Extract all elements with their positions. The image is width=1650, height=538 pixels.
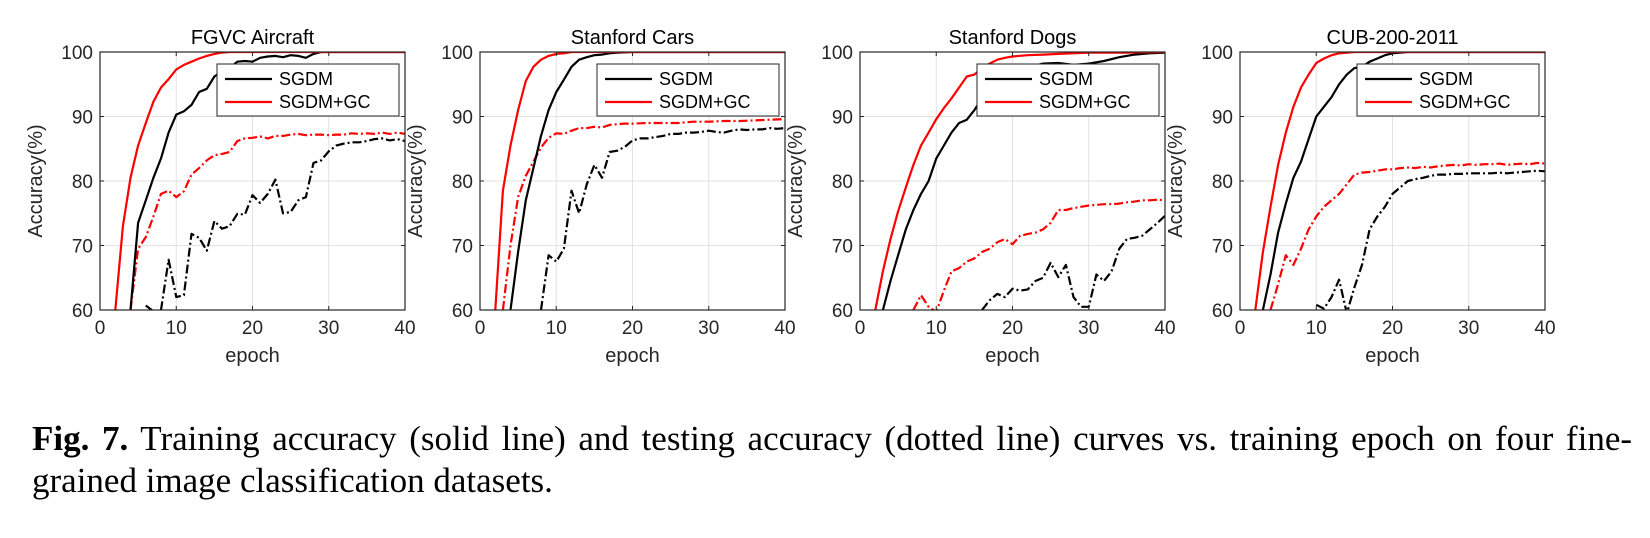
series-line-sgdm-test [1315, 169, 1545, 310]
chart-title: CUB-200-2011 [1327, 27, 1459, 49]
y-tick-label: 80 [832, 172, 853, 193]
chart-panel-2: 0 10 20 30 40 60 70 80 90 100 Stanford Cars epoch Ac… [405, 27, 796, 367]
chart-title: Stanford Dogs [949, 27, 1077, 49]
series-line-sgdm-gc-train [494, 52, 785, 310]
legend-label: SGDM+GC [1419, 92, 1511, 112]
y-axis-label: Accuracy(%) [1165, 124, 1187, 237]
y-tick-label: 60 [72, 301, 93, 322]
y-tick-label: 80 [1212, 172, 1233, 193]
legend-box [596, 63, 780, 117]
y-tick-label: 70 [832, 237, 853, 258]
x-tick-label: 30 [698, 318, 719, 339]
legend-label: SGDM+GC [659, 92, 751, 112]
x-axis-label: epoch [1365, 345, 1420, 367]
x-tick-label: 30 [1078, 318, 1099, 339]
series-line-sgdm-gc-train [874, 52, 1165, 310]
y-tick-label: 100 [441, 43, 473, 64]
legend-label: SGDM+GC [279, 92, 371, 112]
y-tick-label: 60 [452, 301, 473, 322]
x-tick-label: 0 [475, 318, 486, 339]
y-tick-label: 80 [72, 172, 93, 193]
x-tick-label: 30 [318, 318, 339, 339]
series-line-sgdm-test [981, 214, 1165, 310]
y-tick-label: 60 [832, 301, 853, 322]
legend: SGDM SGDM+GC [1356, 63, 1540, 117]
legend: SGDM SGDM+GC [216, 63, 400, 117]
x-axis-label: epoch [225, 345, 280, 367]
y-tick-label: 90 [72, 108, 93, 129]
series-line-sgdm-train [1261, 52, 1545, 310]
legend-box [216, 63, 400, 117]
series-line-sgdm-gc-test [1269, 161, 1545, 310]
caption-label: Fig. 7. [32, 419, 129, 458]
x-tick-label: 40 [1534, 318, 1555, 339]
chart-title: Stanford Cars [571, 27, 694, 49]
legend-label: SGDM [1419, 69, 1473, 89]
y-tick-label: 100 [1201, 43, 1233, 64]
x-tick-label: 10 [166, 318, 187, 339]
series-line-sgdm-test [145, 137, 405, 310]
x-axis-label: epoch [985, 345, 1040, 367]
y-tick-label: 100 [61, 43, 93, 64]
x-tick-label: 20 [622, 318, 643, 339]
y-tick-label: 80 [452, 172, 473, 193]
chart-panel-4: 0 10 20 30 40 60 70 80 90 100 CUB-200-2011 epoch Acc… [1165, 27, 1556, 367]
series-line-sgdm-train [509, 52, 785, 310]
x-tick-label: 30 [1458, 318, 1479, 339]
x-tick-label: 40 [774, 318, 795, 339]
figure-caption: Fig. 7. Training accuracy (solid line) a… [32, 418, 1632, 502]
legend: SGDM SGDM+GC [976, 63, 1160, 117]
y-tick-label: 100 [821, 43, 853, 64]
x-tick-label: 20 [1382, 318, 1403, 339]
series-line-sgdm-train [129, 52, 405, 310]
y-axis-label: Accuracy(%) [25, 124, 47, 237]
x-tick-label: 0 [95, 318, 106, 339]
legend-label: SGDM [1039, 69, 1093, 89]
legend-box [976, 63, 1160, 117]
y-tick-label: 70 [1212, 237, 1233, 258]
x-tick-label: 20 [1002, 318, 1023, 339]
series-line-sgdm-gc-train [1254, 52, 1545, 310]
y-axis-label: Accuracy(%) [405, 124, 427, 237]
y-tick-label: 70 [72, 237, 93, 258]
legend: SGDM SGDM+GC [596, 63, 780, 117]
series-line-sgdm-gc-train [114, 52, 405, 310]
x-tick-label: 20 [242, 318, 263, 339]
legend-box [1356, 63, 1540, 117]
legend-label: SGDM+GC [1039, 92, 1131, 112]
x-tick-label: 10 [546, 318, 567, 339]
y-tick-label: 90 [452, 108, 473, 129]
x-tick-label: 40 [394, 318, 415, 339]
legend-label: SGDM [659, 69, 713, 89]
chart-panel-1: 0 10 20 30 40 60 70 80 90 100 FGVC Aircraft epoch Ac… [25, 27, 416, 367]
y-tick-label: 60 [1212, 301, 1233, 322]
caption-text: Training accuracy (solid line) and testi… [32, 419, 1633, 500]
x-tick-label: 10 [926, 318, 947, 339]
series-line-sgdm-test [539, 127, 785, 310]
y-axis-label: Accuracy(%) [785, 124, 807, 237]
x-tick-label: 0 [1235, 318, 1246, 339]
legend-label: SGDM [279, 69, 333, 89]
x-tick-label: 0 [855, 318, 866, 339]
series-line-sgdm-gc-test [129, 131, 405, 310]
y-tick-label: 70 [452, 237, 473, 258]
x-tick-label: 40 [1154, 318, 1175, 339]
y-tick-label: 90 [1212, 108, 1233, 129]
x-tick-label: 10 [1306, 318, 1327, 339]
y-tick-label: 90 [832, 108, 853, 129]
x-axis-label: epoch [605, 345, 660, 367]
series-line-sgdm-gc-test [912, 198, 1165, 310]
chart-panel-3: 0 10 20 30 40 60 70 80 90 100 Stanford Dogs epoch Ac… [785, 27, 1176, 367]
chart-title: FGVC Aircraft [191, 27, 315, 49]
